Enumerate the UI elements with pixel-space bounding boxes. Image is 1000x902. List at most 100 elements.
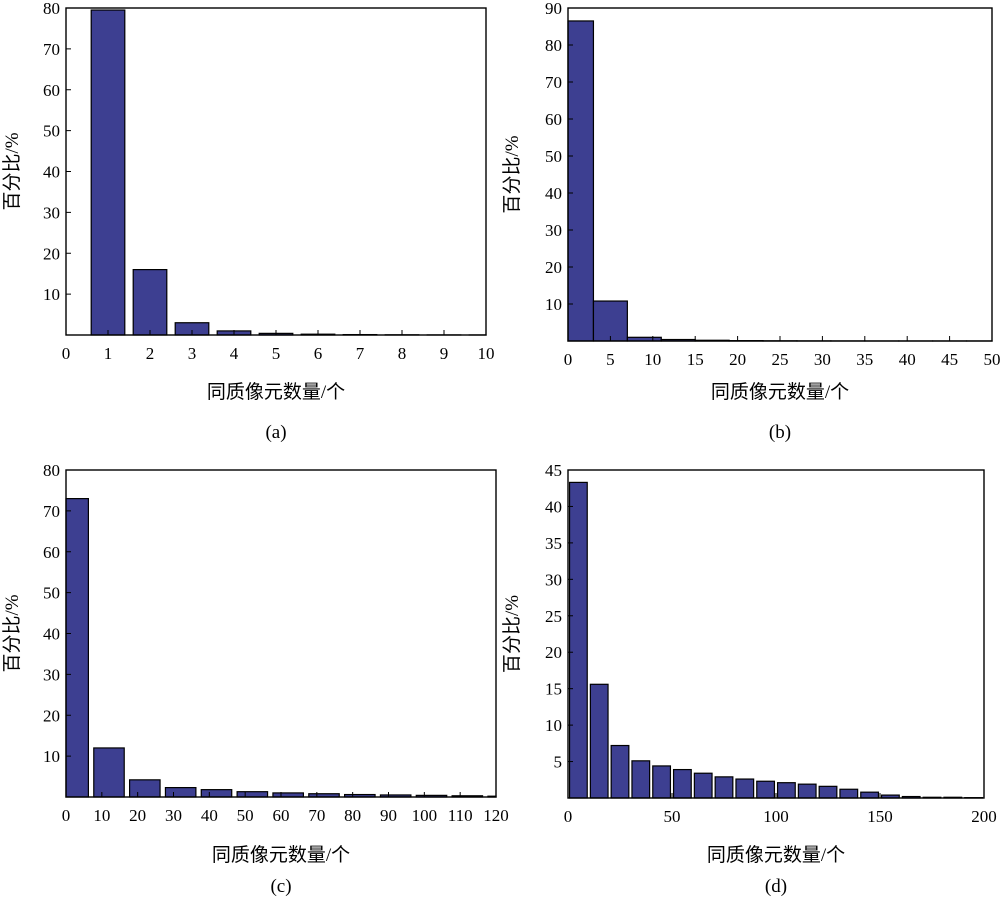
y-tick-label: 80 — [545, 36, 562, 55]
y-tick-label: 30 — [43, 203, 60, 222]
x-axis-label: 同质像元数量/个 — [711, 381, 849, 403]
x-tick-label: 30 — [165, 806, 182, 825]
chart-bar — [568, 481, 588, 799]
chart-bar — [90, 9, 126, 336]
y-tick-label: 60 — [43, 543, 60, 562]
x-tick-label: 40 — [201, 806, 218, 825]
chart-bar — [693, 772, 713, 799]
x-tick-label: 25 — [772, 350, 789, 369]
x-tick-label: 35 — [856, 350, 873, 369]
x-tick-label: 50 — [664, 807, 681, 826]
x-tick-label: 200 — [971, 807, 997, 826]
y-tick-label: 20 — [545, 643, 562, 662]
panel-caption: (b) — [769, 422, 791, 443]
chart-bar — [236, 791, 269, 798]
y-tick-label: 25 — [545, 607, 562, 626]
panel-caption: (d) — [765, 876, 787, 897]
y-tick-label: 30 — [545, 570, 562, 589]
y-tick-label: 5 — [554, 753, 563, 772]
y-tick-label: 50 — [43, 122, 60, 141]
x-tick-label: 100 — [763, 807, 789, 826]
x-tick-label: 2 — [146, 344, 155, 363]
chart-panel: 0 10 20 30 40 50 60 70 80 90 100 110 120 10 20 30 40 50 60… — [1, 461, 509, 897]
y-tick-label: 80 — [43, 0, 60, 18]
plot-frame — [65, 469, 497, 798]
x-tick-label: 30 — [814, 350, 831, 369]
y-axis-label: 百分比/% — [1, 594, 23, 672]
chart-bar — [65, 498, 89, 798]
panel-caption: (c) — [270, 876, 291, 897]
y-tick-label: 70 — [43, 40, 60, 59]
y-tick-label: 90 — [545, 0, 562, 18]
x-tick-label: 0 — [62, 806, 71, 825]
x-tick-label: 4 — [230, 344, 239, 363]
y-tick-label: 60 — [43, 81, 60, 100]
x-tick-label: 70 — [308, 806, 325, 825]
chart-bar — [132, 269, 168, 336]
y-tick-label: 50 — [545, 147, 562, 166]
x-tick-label: 10 — [478, 344, 495, 363]
x-tick-label: 15 — [687, 350, 704, 369]
chart-bar — [610, 744, 630, 799]
x-tick-label: 1 — [104, 344, 113, 363]
chart-bar — [164, 786, 197, 798]
x-tick-label: 0 — [62, 344, 71, 363]
x-tick-label: 20 — [729, 350, 746, 369]
plot-frame — [567, 469, 985, 799]
y-tick-label: 40 — [43, 163, 60, 182]
chart-bar — [735, 778, 755, 799]
chart-bar — [776, 782, 796, 799]
y-axis-label: 百分比/% — [501, 135, 523, 213]
y-tick-label: 10 — [545, 716, 562, 735]
chart-bar — [714, 776, 734, 799]
chart-bar — [567, 20, 595, 342]
x-tick-label: 110 — [448, 806, 473, 825]
y-tick-label: 40 — [545, 184, 562, 203]
x-tick-label: 0 — [564, 807, 573, 826]
chart-bar — [129, 779, 161, 798]
x-tick-label: 7 — [356, 344, 365, 363]
chart-panel: 0 1 2 3 4 5 6 7 8 9 10 10 20 30 40 50 60 70 80 同质像元数量/个 百分比/… — [1, 0, 495, 443]
chart-bar — [797, 783, 817, 799]
y-tick-label: 30 — [43, 665, 60, 684]
y-axis-label: 百分比/% — [501, 595, 523, 673]
x-tick-label: 3 — [188, 344, 197, 363]
chart-bar — [93, 747, 125, 798]
y-tick-label: 60 — [545, 110, 562, 129]
plot-frame — [65, 7, 487, 336]
y-tick-label: 10 — [43, 747, 60, 766]
chart-bar — [860, 791, 880, 799]
y-tick-label: 10 — [545, 295, 562, 314]
y-tick-label: 10 — [43, 285, 60, 304]
y-tick-label: 45 — [545, 461, 562, 480]
y-tick-label: 20 — [43, 706, 60, 725]
y-axis-label: 百分比/% — [1, 132, 23, 210]
y-tick-label: 70 — [43, 502, 60, 521]
x-tick-label: 150 — [867, 807, 893, 826]
y-tick-label: 80 — [43, 461, 60, 480]
x-axis-label: 同质像元数量/个 — [207, 381, 345, 403]
x-tick-label: 90 — [380, 806, 397, 825]
y-tick-label: 40 — [43, 625, 60, 644]
chart-panel: 0 50 100 150 200 5 10 15 20 25 30 35 40 45 同质像元数量/个 百分比… — [501, 461, 997, 897]
chart-bar — [672, 768, 692, 799]
y-tick-label: 35 — [545, 534, 562, 553]
x-tick-label: 50 — [984, 350, 1000, 369]
chart-bar — [631, 760, 651, 799]
x-tick-label: 5 — [606, 350, 615, 369]
chart-bar — [818, 785, 838, 799]
x-tick-label: 6 — [314, 344, 323, 363]
panel-caption: (a) — [265, 422, 286, 443]
chart-bar — [839, 788, 859, 799]
chart-bar — [592, 300, 628, 342]
chart-bar — [200, 789, 233, 798]
x-tick-label: 20 — [129, 806, 146, 825]
x-tick-label: 40 — [899, 350, 916, 369]
y-tick-label: 40 — [545, 497, 562, 516]
chart-bar — [756, 780, 776, 799]
y-tick-label: 20 — [43, 244, 60, 263]
x-tick-label: 100 — [412, 806, 438, 825]
x-tick-label: 45 — [941, 350, 958, 369]
y-tick-label: 70 — [545, 73, 562, 92]
